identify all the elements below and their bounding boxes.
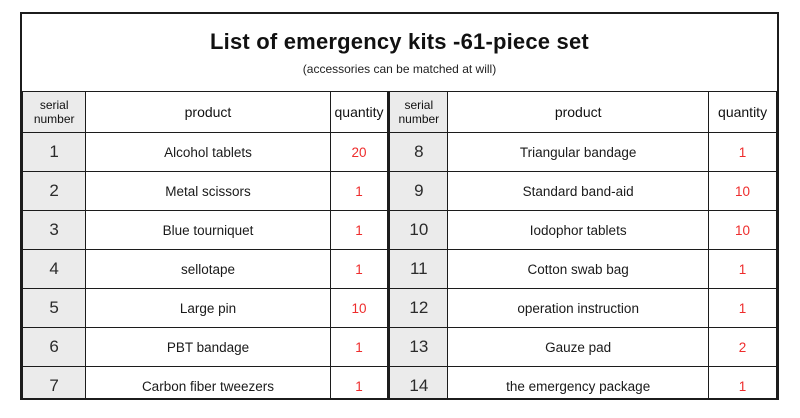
table-row: 6 PBT bandage 1 13 Gauze pad 2 (22, 327, 777, 367)
product-cell-right: Iodophor tablets (447, 210, 710, 250)
product-cell-right: Triangular bandage (447, 132, 710, 172)
serial-cell-right: 10 (387, 210, 449, 250)
quantity-cell-left: 1 (329, 327, 390, 367)
serial-cell-right: 13 (387, 327, 449, 367)
header-serial-right: serial number (387, 91, 449, 133)
product-cell-right: Standard band-aid (447, 171, 710, 211)
quantity-cell-left: 1 (329, 171, 390, 211)
product-cell-left: Blue tourniquet (85, 210, 331, 250)
quantity-cell-left: 10 (329, 288, 390, 328)
quantity-cell-right: 1 (708, 366, 777, 398)
table-row: 7 Carbon fiber tweezers 1 14 the emergen… (22, 366, 777, 398)
table-row: 5 Large pin 10 12 operation instruction … (22, 288, 777, 328)
serial-cell-left: 5 (22, 288, 87, 328)
quantity-cell-left: 1 (329, 249, 390, 289)
quantity-cell-left: 20 (329, 132, 390, 172)
serial-cell-left: 3 (22, 210, 87, 250)
serial-cell-right: 12 (387, 288, 449, 328)
table-header: serial number product quantity serial nu… (22, 91, 777, 133)
title-block: List of emergency kits -61-piece set (ac… (22, 14, 777, 91)
table-body: 1 Alcohol tablets 20 8 Triangular bandag… (22, 132, 777, 398)
quantity-cell-right: 1 (708, 249, 777, 289)
quantity-cell-right: 1 (708, 288, 777, 328)
product-cell-left: Carbon fiber tweezers (85, 366, 331, 398)
serial-cell-left: 4 (22, 249, 87, 289)
quantity-cell-right: 10 (708, 171, 777, 211)
serial-cell-left: 2 (22, 171, 87, 211)
quantity-cell-right: 2 (708, 327, 777, 367)
quantity-cell-right: 10 (708, 210, 777, 250)
header-product-right: product (447, 91, 710, 133)
header-quantity-right: quantity (708, 91, 777, 133)
product-cell-left: Large pin (85, 288, 331, 328)
serial-cell-left: 1 (22, 132, 87, 172)
product-cell-left: sellotape (85, 249, 331, 289)
header-product-left: product (85, 91, 331, 133)
product-cell-left: Alcohol tablets (85, 132, 331, 172)
serial-cell-right: 9 (387, 171, 449, 211)
page-subtitle: (accessories can be matched at will) (302, 62, 497, 76)
header-row: serial number product quantity serial nu… (22, 91, 777, 133)
emergency-kit-list-card: List of emergency kits -61-piece set (ac… (20, 12, 779, 400)
product-cell-right: Cotton swab bag (447, 249, 710, 289)
product-cell-left: Metal scissors (85, 171, 331, 211)
product-cell-right: the emergency package (447, 366, 710, 398)
serial-cell-right: 14 (387, 366, 449, 398)
table-row: 1 Alcohol tablets 20 8 Triangular bandag… (22, 132, 777, 172)
table-row: 4 sellotape 1 11 Cotton swab bag 1 (22, 249, 777, 289)
quantity-cell-left: 1 (329, 366, 390, 398)
serial-cell-right: 8 (387, 132, 449, 172)
table-row: 3 Blue tourniquet 1 10 Iodophor tablets … (22, 210, 777, 250)
product-cell-left: PBT bandage (85, 327, 331, 367)
quantity-cell-left: 1 (329, 210, 390, 250)
serial-cell-left: 6 (22, 327, 87, 367)
serial-cell-left: 7 (22, 366, 87, 398)
table-row: 2 Metal scissors 1 9 Standard band-aid 1… (22, 171, 777, 211)
header-quantity-left: quantity (329, 91, 390, 133)
page-title: List of emergency kits -61-piece set (210, 29, 589, 54)
emergency-kits-table: serial number product quantity serial nu… (22, 91, 777, 398)
product-cell-right: operation instruction (447, 288, 710, 328)
product-cell-right: Gauze pad (447, 327, 710, 367)
serial-cell-right: 11 (387, 249, 449, 289)
quantity-cell-right: 1 (708, 132, 777, 172)
header-serial-left: serial number (22, 91, 87, 133)
